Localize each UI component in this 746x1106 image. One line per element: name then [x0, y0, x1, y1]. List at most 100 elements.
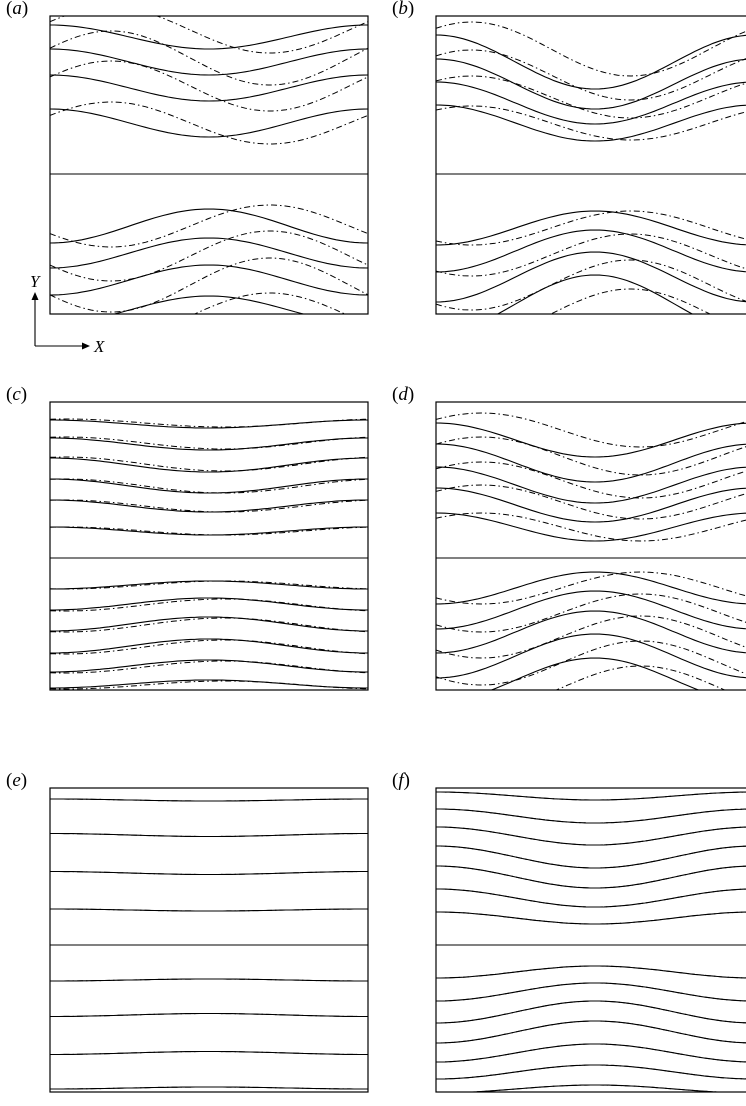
solid-streamline [50, 437, 368, 451]
dashed-streamline [50, 639, 368, 655]
dashed-streamline [50, 436, 368, 450]
x-axis-label: X [93, 337, 105, 356]
solid-streamline [50, 580, 368, 590]
dashed-streamline [50, 101, 368, 145]
solid-streamline [50, 208, 368, 244]
panel-frame [435, 787, 746, 1093]
dashed-streamline [50, 257, 368, 313]
y-axis-label: Y [30, 272, 41, 291]
dashed-streamline [50, 499, 368, 513]
dashed-streamline [436, 911, 746, 925]
solid-streamline [50, 978, 368, 982]
dashed-streamline [193, 292, 347, 314]
streamlines [436, 791, 746, 1092]
x-arrowhead [82, 342, 90, 350]
solid-streamline [436, 571, 746, 605]
dashed-streamline [50, 16, 368, 54]
dashed-streamline [436, 105, 746, 141]
solid-streamline [50, 908, 368, 912]
dashed-streamline [436, 888, 746, 908]
panel-frame [49, 15, 369, 315]
panel-b: (b) [392, 0, 746, 315]
solid-streamline [459, 1084, 731, 1092]
solid-streamline [436, 466, 746, 504]
dashed-streamline [436, 412, 746, 448]
dashed-streamline [50, 598, 368, 612]
solid-streamline [50, 74, 368, 102]
solid-streamline [436, 104, 746, 142]
streamlines [436, 412, 746, 690]
dashed-streamline [436, 1000, 746, 1024]
solid-streamline [436, 1043, 746, 1063]
axes-indicator: Y X [30, 272, 105, 356]
panel-frame [435, 401, 746, 691]
dashed-streamline [436, 615, 746, 659]
solid-streamline [436, 888, 746, 908]
panel-frame [435, 15, 746, 315]
dashed-streamline [436, 826, 746, 846]
solid-streamline [436, 865, 746, 889]
dashed-streamline [436, 461, 746, 499]
solid-streamline [436, 590, 746, 630]
solid-streamline [436, 81, 746, 125]
panel-c: (c) [6, 384, 369, 691]
dashed-streamline [436, 865, 746, 889]
solid-streamline [50, 24, 368, 50]
solid-streamline [436, 58, 746, 110]
solid-streamline [436, 422, 746, 458]
solid-streamline [50, 659, 368, 673]
solid-streamline [50, 638, 368, 654]
solid-streamline [436, 1064, 746, 1080]
streamlines [436, 21, 746, 314]
dashed-streamline [436, 571, 746, 605]
dashed-streamline [50, 230, 368, 282]
dashed-streamline [436, 1020, 746, 1044]
solid-streamline [50, 832, 368, 838]
panel-label-c: (c) [6, 384, 27, 405]
panel-d: (d) [392, 384, 746, 691]
solid-streamline [436, 443, 746, 483]
solid-streamline [496, 274, 694, 314]
solid-streamline [436, 251, 746, 303]
solid-streamline [50, 264, 368, 296]
dashed-streamline [436, 233, 746, 277]
dashed-streamline [50, 456, 368, 472]
solid-streamline [436, 1000, 746, 1024]
solid-streamline [436, 512, 746, 542]
dashed-streamline [436, 512, 746, 542]
dashed-streamline [50, 418, 368, 428]
solid-streamline [436, 791, 746, 801]
solid-streamline [436, 982, 746, 1002]
dashed-streamline [436, 75, 746, 119]
solid-streamline [436, 1020, 746, 1044]
solid-streamline [436, 911, 746, 925]
streamlines [50, 798, 368, 1090]
dashed-streamline [436, 593, 746, 633]
solid-streamline [50, 48, 368, 76]
dashed-streamline [436, 1043, 746, 1063]
dashed-streamline [555, 665, 726, 690]
panel-frame [49, 787, 369, 1093]
dashed-streamline [436, 982, 746, 1002]
solid-streamline [50, 597, 368, 611]
solid-streamline [50, 679, 368, 689]
streamlines [50, 16, 368, 314]
solid-streamline [50, 526, 368, 536]
dashed-streamline [50, 478, 368, 494]
panel-label-b: (b) [392, 0, 414, 19]
solid-streamline [436, 965, 746, 979]
panels: (a) (b) (c) (d) (e) (f) [6, 0, 746, 1093]
dashed-streamline [436, 1064, 746, 1080]
panel-frame [49, 401, 369, 691]
solid-streamline [50, 1086, 368, 1090]
panel-label-a: (a) [6, 0, 28, 19]
solid-streamline [50, 478, 368, 494]
solid-streamline [50, 237, 368, 269]
dashed-streamline [50, 617, 368, 633]
dashed-streamline [50, 204, 368, 248]
dashed-streamline [50, 680, 368, 690]
streamlines [50, 418, 368, 690]
solid-streamline [50, 108, 368, 138]
dashed-streamline [50, 660, 368, 674]
solid-streamline [436, 808, 746, 824]
